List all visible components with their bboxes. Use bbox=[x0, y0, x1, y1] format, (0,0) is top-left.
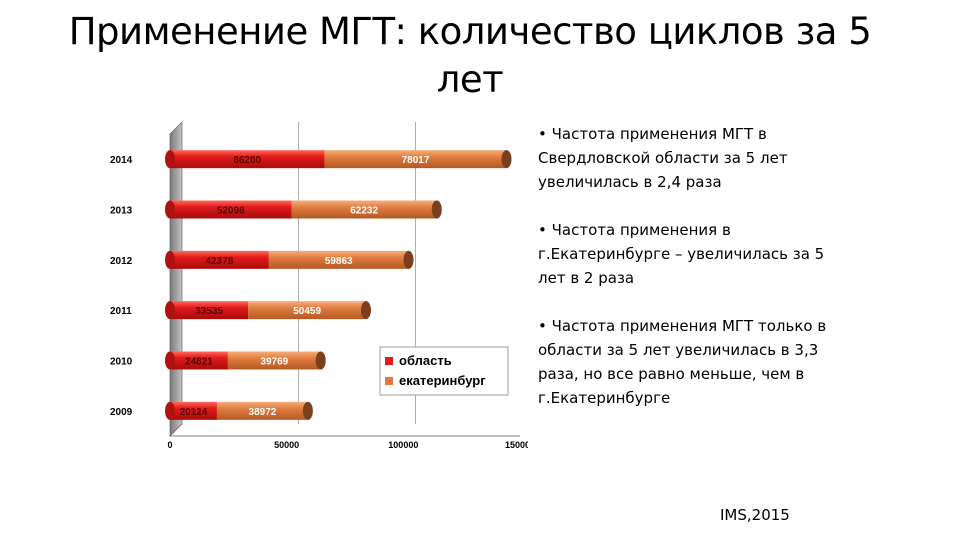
bar-start-cap-2013 bbox=[165, 200, 175, 219]
y-tick-label-2012: 2012 bbox=[110, 256, 133, 267]
bar-start-cap-2010 bbox=[165, 351, 175, 370]
slide-title: Применение МГТ: количество циклов за 5 л… bbox=[68, 10, 872, 101]
bar-start-cap-2014 bbox=[165, 150, 175, 169]
bar-end-cap-2010 bbox=[315, 351, 326, 370]
bar-start-cap-2009 bbox=[165, 401, 175, 420]
bar-oblast-2011 bbox=[170, 301, 249, 320]
legend-swatch-ekaterinburg bbox=[385, 377, 393, 385]
bar-start-cap-2012 bbox=[165, 250, 175, 269]
data-label-ekaterinburg-2010: 39769 bbox=[260, 357, 288, 368]
footer-source: IMS,2015 bbox=[720, 506, 790, 524]
bullet-list: • Частота применения МГТ в Свердловской … bbox=[538, 122, 828, 410]
chart-legend: область екатеринбург bbox=[379, 346, 509, 396]
bar-end-cap-2011 bbox=[360, 301, 371, 320]
bar-ekaterinburg-2012 bbox=[268, 250, 409, 269]
bar-oblast-2010 bbox=[170, 351, 228, 370]
x-tick-label: 150000 bbox=[505, 440, 528, 450]
bar-oblast-2012 bbox=[170, 250, 269, 269]
data-label-oblast-2011: 33535 bbox=[195, 306, 223, 317]
y-tick-label-2013: 2013 bbox=[110, 206, 133, 217]
bullet-ekaterinburg-growth: • Частота применения в г.Екатеринбурге –… bbox=[538, 221, 825, 287]
data-label-ekaterinburg-2012: 59863 bbox=[325, 256, 353, 267]
data-label-oblast-2009: 20124 bbox=[180, 407, 208, 418]
bar-ekaterinburg-2010 bbox=[227, 351, 321, 370]
bar-start-cap-2011 bbox=[165, 301, 175, 320]
bullet-region-only-growth: • Частота применения МГТ только в област… bbox=[538, 317, 827, 407]
bar-ekaterinburg-2009 bbox=[216, 401, 308, 420]
bar-ekaterinburg-2011 bbox=[248, 301, 366, 320]
bar-oblast-2014 bbox=[170, 150, 325, 169]
data-label-oblast-2013: 52098 bbox=[217, 206, 245, 217]
y-tick-label-2009: 2009 bbox=[110, 407, 133, 418]
bar-oblast-2009 bbox=[170, 401, 217, 420]
y-tick-label-2010: 2010 bbox=[110, 357, 133, 368]
data-label-ekaterinburg-2014: 78017 bbox=[402, 155, 430, 166]
bullet-oblast-growth: • Частота применения МГТ в Свердловской … bbox=[538, 125, 788, 191]
x-tick-label: 100000 bbox=[388, 440, 418, 450]
chart-side-wall bbox=[169, 121, 183, 437]
bar-ekaterinburg-2013 bbox=[291, 200, 437, 219]
x-tick-label: 50000 bbox=[274, 440, 299, 450]
legend-swatch-oblast bbox=[385, 357, 393, 365]
y-tick-label-2011: 2011 bbox=[110, 306, 132, 317]
bar-oblast-2013 bbox=[170, 200, 292, 219]
data-label-oblast-2010: 24821 bbox=[185, 357, 213, 368]
bar-end-cap-2009 bbox=[302, 401, 313, 420]
bar-end-cap-2014 bbox=[501, 150, 512, 169]
data-label-oblast-2012: 42378 bbox=[206, 256, 234, 267]
data-label-oblast-2014: 66200 bbox=[233, 155, 261, 166]
x-tick-label: 0 bbox=[167, 440, 172, 450]
bar-end-cap-2012 bbox=[403, 250, 414, 269]
data-label-ekaterinburg-2013: 62232 bbox=[350, 206, 378, 217]
data-label-ekaterinburg-2011: 50459 bbox=[293, 306, 321, 317]
y-tick-label-2014: 2014 bbox=[110, 155, 133, 166]
legend-label-ekaterinburg: екатеринбург bbox=[399, 373, 486, 388]
data-label-ekaterinburg-2009: 38972 bbox=[249, 407, 277, 418]
stacked-bar-chart: 0 50000 100000 150000 2009 20124 38972 2010 2482… bbox=[110, 121, 528, 450]
bar-ekaterinburg-2014 bbox=[324, 150, 507, 169]
legend-label-oblast: область bbox=[399, 353, 452, 368]
bar-end-cap-2013 bbox=[431, 200, 442, 219]
